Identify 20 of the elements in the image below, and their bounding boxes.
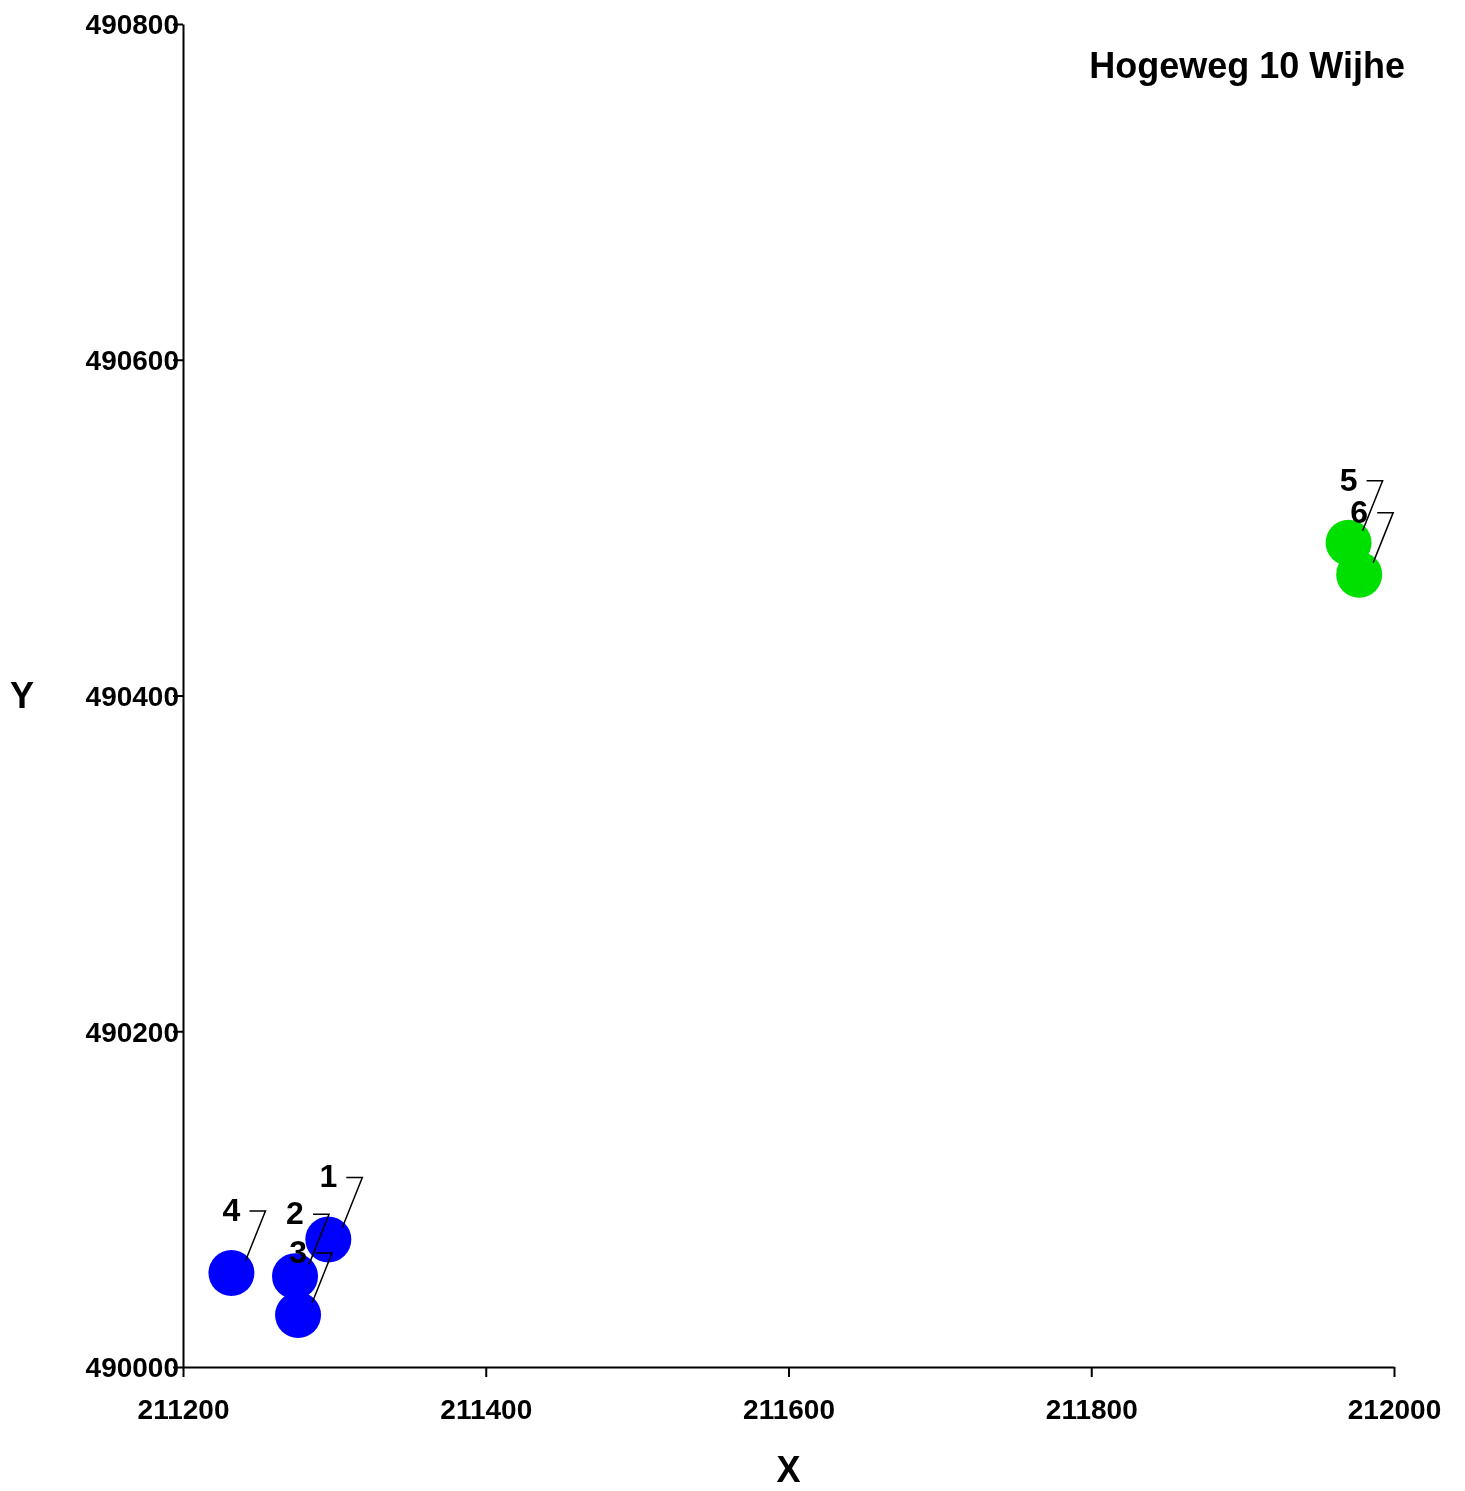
x-tick-label: 211600 <box>743 1394 835 1426</box>
text: Hogeweg 10 Wijhe <box>1089 45 1405 86</box>
point <box>1336 551 1383 598</box>
x-tick-label: 212000 <box>1347 1394 1442 1426</box>
x-tick-label: 211800 <box>1045 1394 1138 1426</box>
y-tick-label: 490800 <box>85 9 179 41</box>
annotation: 2 <box>286 1195 304 1232</box>
y-tick-label: 490200 <box>85 1016 179 1048</box>
y-tick-label: 490600 <box>85 345 179 377</box>
x-axis-title: X <box>776 1449 801 1490</box>
x-tick-label: 211200 <box>137 1394 230 1426</box>
y-tick-label: 490000 <box>85 1352 179 1384</box>
x-tick-label: 211400 <box>440 1394 533 1426</box>
y-tick-label: 490400 <box>85 680 179 712</box>
point <box>275 1292 322 1338</box>
annotation: 4 <box>222 1191 241 1228</box>
annotation: 1 <box>319 1158 338 1195</box>
point <box>305 1216 352 1263</box>
point <box>208 1250 255 1296</box>
y-axis-title: Y <box>9 674 35 716</box>
